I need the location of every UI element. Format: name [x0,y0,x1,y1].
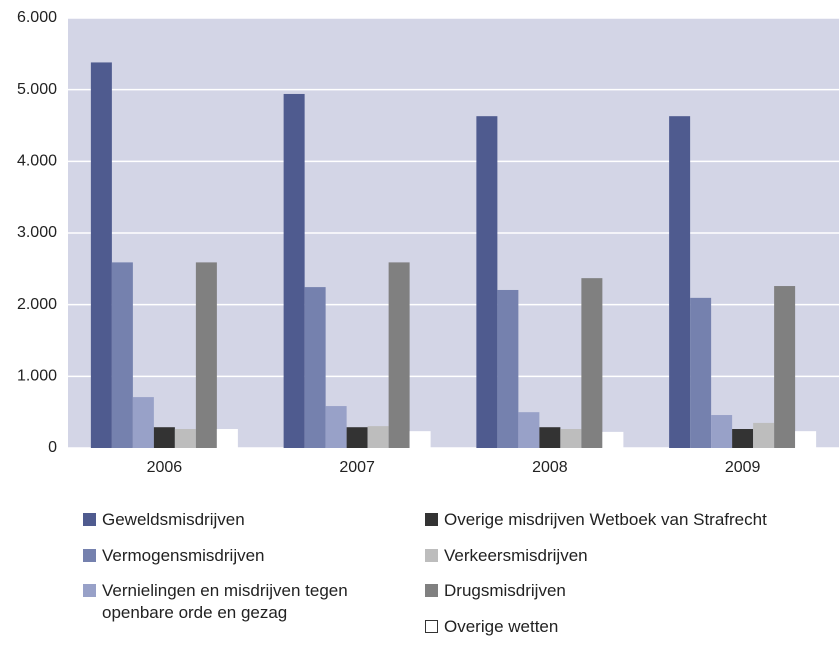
legend-item: Overige misdrijven Wetboek van Strafrech… [425,509,767,531]
x-tick-label: 2006 [147,459,183,476]
x-tick-label: 2008 [532,459,568,476]
bar [304,287,326,448]
legend-label: Geweldsmisdrijven [102,510,245,529]
bar [581,278,603,448]
y-tick-label: 6.000 [17,9,57,26]
x-tick-label: 2009 [725,459,761,476]
bar [195,262,217,448]
legend-label: Overige wetten [444,616,559,636]
bar [711,415,733,448]
legend-item: Drugsmisdrijven [425,580,566,602]
y-tick-label: 1.000 [17,368,57,385]
bar [774,286,796,448]
bar [602,431,624,448]
legend-swatch [425,619,438,633]
y-tick-label: 2.000 [17,296,57,313]
bar [518,412,540,448]
legend-label: Vernielingen en misdrijven tegen openbar… [102,581,348,622]
legend-item: Vermogensmisdrijven [83,545,403,567]
bar [669,116,691,448]
legend-swatch [425,548,438,562]
bar [409,431,431,448]
bar [325,406,347,448]
legend-item: Overige wetten [425,616,558,638]
legend-swatch [83,513,96,526]
legend-label: Verkeersmisdrijven [444,545,588,565]
bar [497,289,519,448]
legend-label: Drugsmisdrijven [444,581,566,600]
legend-swatch [425,584,438,597]
legend-label: Overige misdrijven Wetboek van Strafrech… [444,510,767,529]
bar [560,429,582,448]
bar [539,427,561,448]
y-tick-label: 5.000 [17,81,57,98]
y-tick-label: 0 [48,439,57,456]
legend-item: Vernielingen en misdrijven tegen openbar… [83,580,403,624]
bar [174,429,196,448]
bar [216,429,238,448]
bar [690,297,712,448]
bar [346,427,368,448]
bar [753,422,775,448]
y-tick-label: 3.000 [17,224,57,241]
bar [90,62,112,448]
y-tick-label: 4.000 [17,153,57,170]
legend-item: Geweldsmisdrijven [83,509,403,531]
bar [476,116,498,448]
bar [132,397,154,448]
legend-item: Verkeersmisdrijven [425,545,588,567]
bar [153,427,175,448]
bar [732,429,754,448]
bar [111,262,133,448]
legend-swatch [83,548,96,562]
legend-swatch [425,513,438,526]
legend-swatch [83,584,96,597]
bar [388,262,410,448]
bar [367,426,389,448]
legend-label: Vermogensmisdrijven [102,545,265,565]
x-tick-label: 2007 [339,459,375,476]
bar [795,431,817,448]
chart: 0 1.000 2.000 3.000 4.000 5.000 6.000 2006 2007 2… [17,9,839,476]
bar [283,93,305,448]
